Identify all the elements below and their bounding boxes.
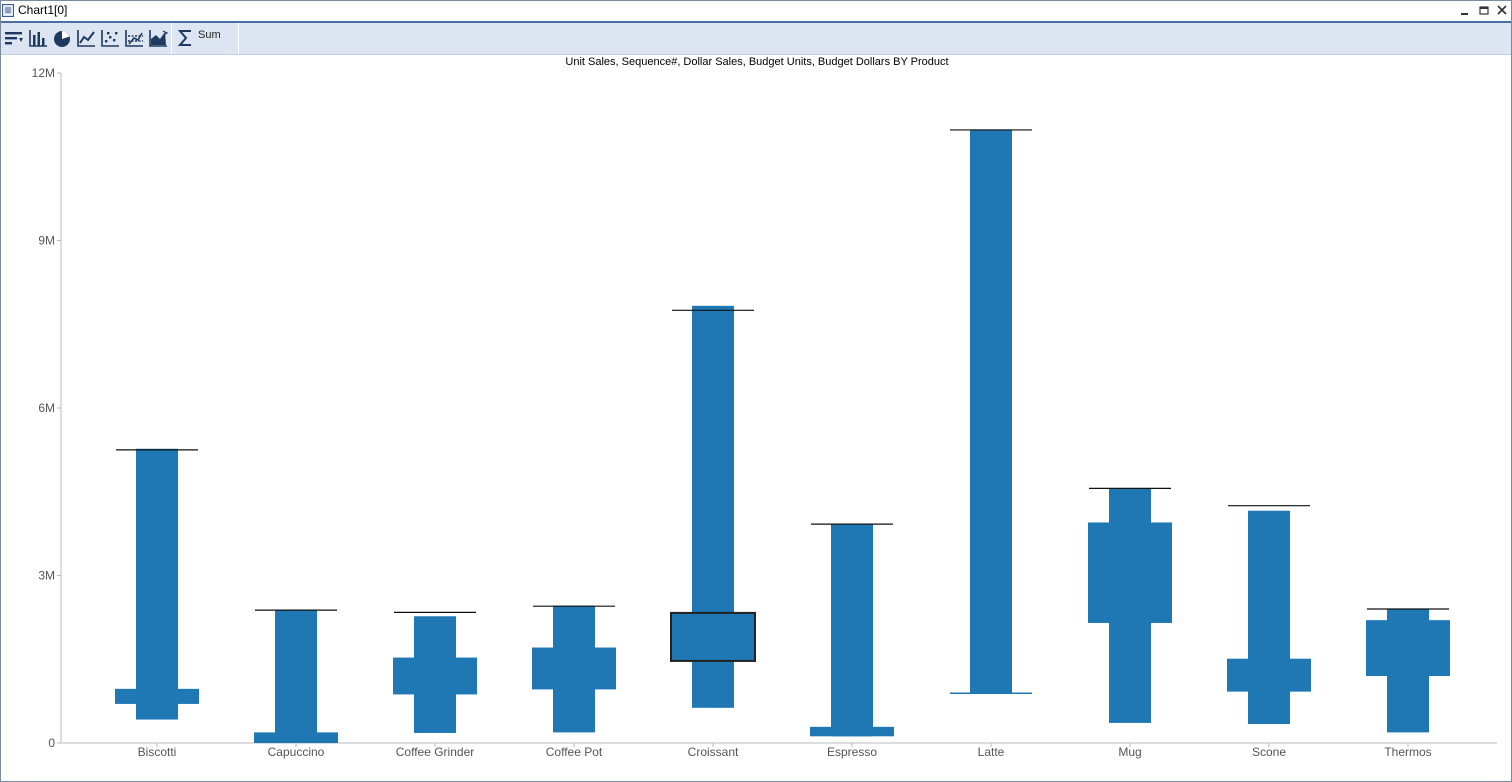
box-bar — [1227, 658, 1311, 692]
range-bar — [1248, 510, 1290, 725]
box-bar — [1366, 620, 1450, 676]
x-tick-label: Croissant — [688, 745, 739, 759]
scatter-chart-icon[interactable] — [99, 27, 121, 49]
range-bar — [136, 448, 178, 720]
box-bar-selected — [670, 611, 756, 662]
sort-icon[interactable] — [3, 27, 25, 49]
bar-chart-icon[interactable] — [27, 27, 49, 49]
range-bar — [970, 129, 1012, 694]
box-bar — [393, 657, 477, 695]
chart-svg: Unit Sales, Sequence#, Dollar Sales, Bud… — [32, 56, 1497, 759]
window-title: Chart1[0] — [18, 3, 68, 17]
tool-group: Sum — [1, 23, 239, 54]
y-tick-label: 6M — [38, 401, 55, 415]
chart-marks — [115, 129, 1450, 743]
x-tick-label: Thermos — [1384, 745, 1431, 759]
chart-area: Unit Sales, Sequence#, Dollar Sales, Bud… — [1, 55, 1511, 781]
range-bar — [275, 610, 317, 743]
x-tick-label: Coffee Pot — [546, 745, 603, 759]
minimize-icon[interactable] — [1458, 3, 1472, 17]
trend-chart-icon[interactable] — [123, 27, 145, 49]
title-bar[interactable]: ▥ Chart1[0] — [1, 1, 1511, 23]
x-tick-label: Latte — [978, 745, 1005, 759]
x-tick-label: Coffee Grinder — [396, 745, 475, 759]
chart-window-icon: ▥ — [2, 4, 14, 17]
area-chart-icon[interactable] — [147, 27, 169, 49]
x-tick-label: Mug — [1118, 745, 1141, 759]
x-tick-label: Biscotti — [138, 745, 177, 759]
x-tick-label: Capuccino — [268, 745, 325, 759]
box-bar — [1088, 522, 1172, 623]
sum-label[interactable]: Sum — [198, 29, 221, 41]
pie-chart-icon[interactable] — [51, 27, 73, 49]
x-tick-label: Scone — [1252, 745, 1286, 759]
sum-icon[interactable] — [175, 27, 197, 49]
box-bar — [532, 647, 616, 690]
range-bar — [831, 524, 873, 737]
y-tick-label: 3M — [38, 569, 55, 583]
y-tick-label: 12M — [32, 66, 55, 80]
category-labels: Biscotti Capuccino Coffee Grinder Coffee Po… — [138, 745, 1432, 759]
close-icon[interactable] — [1495, 3, 1509, 17]
x-tick-label: Espresso — [827, 745, 877, 759]
chart-toolbar: Sum — [1, 23, 1511, 55]
toolbar-separator — [171, 23, 172, 54]
restore-icon[interactable] — [1477, 3, 1491, 17]
line-chart-icon[interactable] — [75, 27, 97, 49]
box-bar — [810, 726, 894, 737]
y-tick-label: 0 — [48, 736, 55, 750]
box-bar — [254, 732, 338, 743]
chart-title: Unit Sales, Sequence#, Dollar Sales, Bud… — [565, 56, 948, 68]
y-tick-label: 9M — [38, 234, 55, 248]
box-bar — [115, 688, 199, 704]
